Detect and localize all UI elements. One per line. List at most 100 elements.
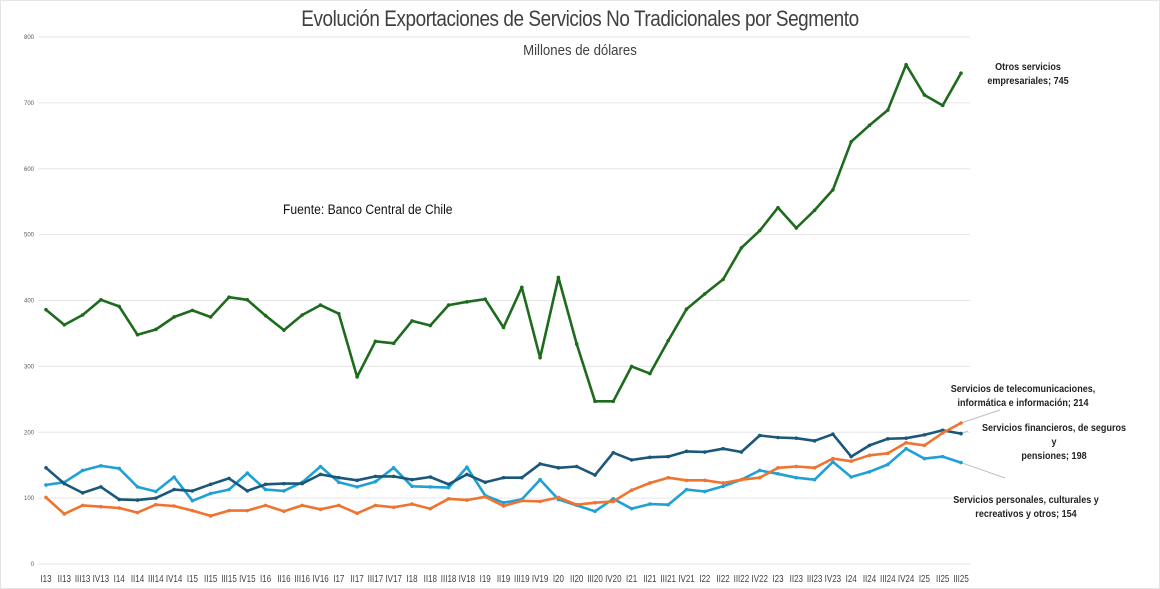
- data-point: [904, 446, 908, 451]
- data-point: [629, 458, 634, 462]
- data-point: [959, 71, 963, 76]
- data-point: [501, 504, 506, 508]
- data-point: [300, 481, 305, 486]
- data-point: [739, 246, 744, 250]
- data-point: [922, 93, 927, 97]
- data-point: [465, 472, 469, 477]
- data-point: [556, 466, 561, 470]
- data-point: [904, 62, 908, 67]
- data-point: [154, 496, 158, 500]
- data-point: [446, 485, 451, 490]
- data-point: [99, 504, 103, 509]
- x-tick-label: II18: [424, 573, 437, 584]
- data-point: [757, 433, 762, 438]
- data-point: [446, 482, 451, 487]
- data-point: [812, 477, 817, 482]
- data-point: [794, 436, 799, 440]
- x-tick-label: IV23: [825, 573, 841, 584]
- y-tick-label: 100: [24, 496, 35, 502]
- data-point: [337, 503, 341, 508]
- data-point: [574, 342, 579, 346]
- x-tick-label: III17: [368, 573, 384, 584]
- data-point: [849, 454, 853, 459]
- data-point: [282, 328, 286, 332]
- data-point: [867, 443, 872, 448]
- data-point: [428, 323, 433, 328]
- x-tick-label: I23: [772, 573, 783, 584]
- x-tick-label: III21: [660, 573, 676, 584]
- data-point: [465, 300, 469, 304]
- series-servicios-personales-culturales-y-recreativos-y-otros: [44, 446, 963, 514]
- data-point: [520, 475, 524, 480]
- x-tick-label: IV13: [93, 573, 109, 584]
- data-point: [666, 338, 670, 343]
- data-point: [739, 477, 744, 482]
- x-tick-label: III13: [75, 573, 91, 584]
- data-point: [117, 466, 121, 471]
- gridlines: [38, 36, 970, 565]
- data-point: [172, 487, 176, 492]
- x-tick-label: IV17: [385, 573, 401, 584]
- data-point: [703, 450, 707, 454]
- data-point: [629, 488, 634, 493]
- data-point: [245, 471, 250, 475]
- data-point: [520, 498, 524, 503]
- data-point: [501, 500, 506, 505]
- data-point: [831, 188, 835, 192]
- data-point: [355, 375, 359, 379]
- data-point: [135, 332, 140, 337]
- label-personales: Servicios personales, culturales y recre…: [949, 493, 1104, 521]
- data-point: [593, 473, 597, 477]
- data-point: [629, 506, 634, 511]
- data-point: [355, 485, 359, 489]
- data-point: [757, 468, 762, 473]
- x-tick-label: II19: [497, 573, 510, 584]
- data-point: [172, 315, 176, 319]
- data-point: [867, 453, 872, 458]
- data-point: [776, 471, 780, 476]
- data-point: [538, 477, 542, 482]
- data-point: [62, 512, 67, 516]
- data-point: [318, 472, 323, 477]
- data-point: [373, 479, 378, 484]
- data-point: [300, 503, 305, 508]
- data-point: [154, 489, 158, 494]
- data-point: [208, 491, 213, 496]
- data-point: [99, 464, 103, 468]
- label-personales-line1: Servicios personales, culturales y: [953, 494, 1099, 506]
- data-point: [355, 478, 359, 483]
- data-point: [940, 454, 945, 459]
- data-point: [812, 208, 817, 213]
- data-point: [337, 480, 341, 485]
- data-point: [465, 498, 469, 502]
- data-point: [666, 502, 670, 507]
- data-point: [904, 436, 908, 440]
- data-point: [190, 508, 195, 513]
- data-point: [410, 502, 414, 506]
- data-point: [44, 307, 48, 312]
- x-tick-label: III16: [294, 573, 310, 584]
- y-tick-label: 300: [24, 364, 35, 370]
- series-servicios-de-telecomunicaciones-inform-tica-e-informaci-n: [44, 421, 963, 518]
- data-point: [648, 455, 652, 460]
- data-point: [44, 483, 48, 487]
- data-point: [593, 399, 597, 404]
- data-point: [318, 507, 323, 512]
- data-point: [62, 323, 67, 327]
- data-point: [556, 495, 561, 500]
- data-point: [922, 443, 927, 448]
- label-telecom-line2: informática e información; 214: [957, 397, 1089, 409]
- data-point: [538, 499, 542, 504]
- y-tick-label: 400: [24, 299, 35, 305]
- data-point: [739, 450, 744, 454]
- data-point: [538, 462, 542, 466]
- data-point: [117, 304, 121, 309]
- x-tick-label: I13: [40, 573, 51, 584]
- data-point: [80, 468, 85, 473]
- data-point: [318, 464, 323, 469]
- data-point: [483, 480, 488, 485]
- data-point: [99, 485, 103, 489]
- y-tick-label: 200: [24, 430, 35, 436]
- label-telecom-line1: Servicios de telecomunicaciones,: [950, 383, 1096, 395]
- data-point: [794, 475, 799, 480]
